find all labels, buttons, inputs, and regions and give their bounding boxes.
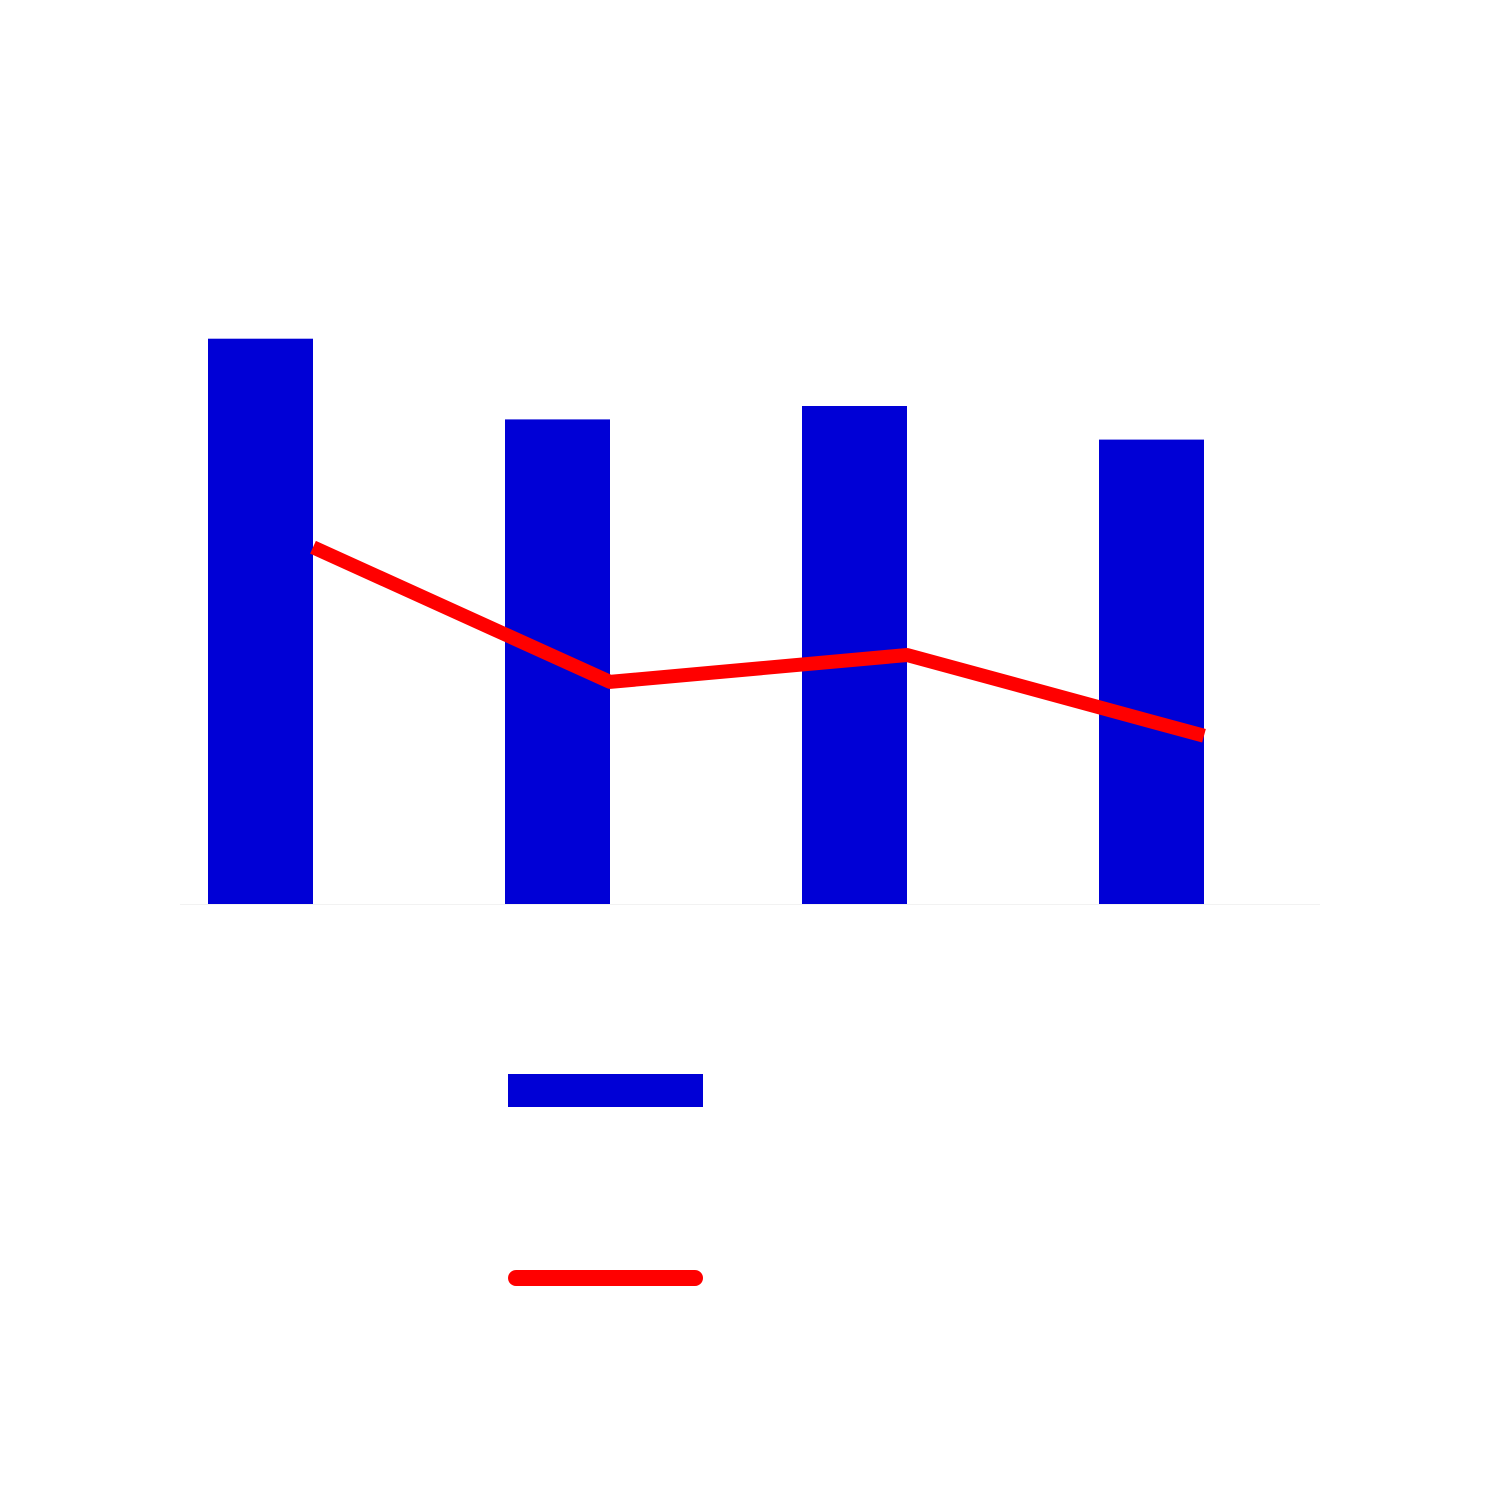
line-series xyxy=(310,540,1206,743)
legend-bar-swatch xyxy=(508,1074,703,1107)
plot-area xyxy=(180,338,1320,905)
bar-4 xyxy=(1099,439,1204,904)
legend xyxy=(508,1074,703,1286)
bar-1 xyxy=(208,338,313,904)
